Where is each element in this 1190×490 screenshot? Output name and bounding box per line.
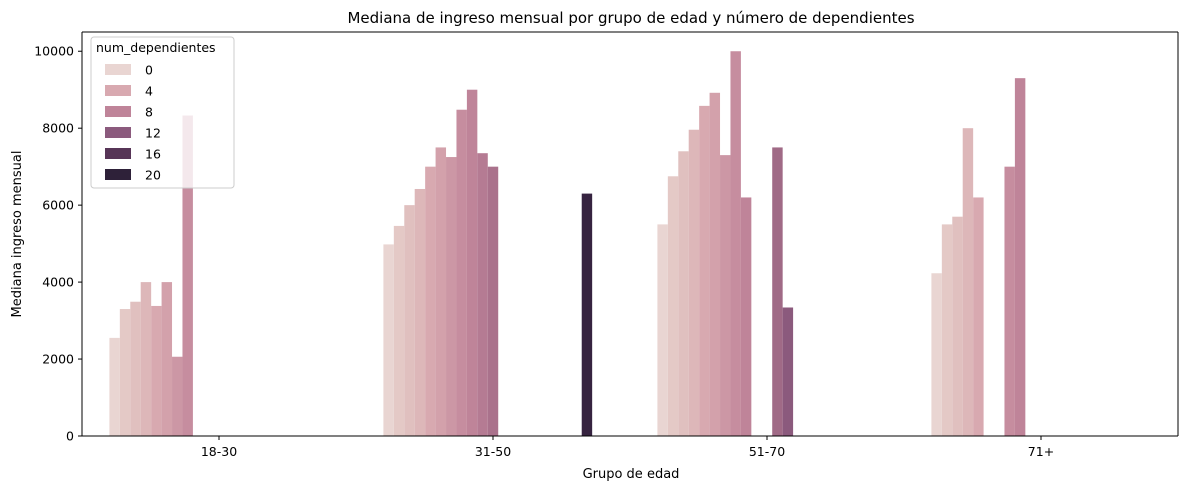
bar-51-70-dep-2 xyxy=(678,151,689,436)
bar-31-50-dep-19 xyxy=(581,193,593,436)
bar-51-70-dep-7 xyxy=(730,51,741,437)
bar-31-50-dep-9 xyxy=(477,153,488,436)
y-tick-label: 6000 xyxy=(42,198,74,213)
legend-label-12: 12 xyxy=(145,126,161,141)
bar-18-30-dep-1 xyxy=(119,309,131,436)
bar-51-70-dep-3 xyxy=(688,129,700,437)
plot-area xyxy=(82,32,1178,436)
bar-18-30-dep-3 xyxy=(140,282,152,436)
bars-layer xyxy=(109,51,1026,437)
legend-label-0: 0 xyxy=(145,63,153,78)
bar-18-30-dep-2 xyxy=(130,301,141,436)
bar-31-50-dep-0 xyxy=(383,244,394,436)
bar-18-30-dep-7 xyxy=(182,115,193,437)
bar-51-70-dep-0 xyxy=(657,224,668,436)
legend-swatch-8 xyxy=(105,106,131,117)
bar-51-70-dep-8 xyxy=(740,197,752,436)
bar-71+-dep-2 xyxy=(952,216,963,436)
legend-title: num_dependientes xyxy=(96,40,216,55)
legend: num_dependientes 0 4 8 12 16 20 xyxy=(90,36,235,189)
legend-label-4: 4 xyxy=(145,84,153,99)
bar-31-50-dep-8 xyxy=(466,89,478,437)
bar-18-30-dep-6 xyxy=(172,356,183,436)
y-axis-ticks: 0 2000 4000 6000 8000 10000 xyxy=(34,44,82,444)
legend-items: 0 4 8 12 16 20 xyxy=(105,63,161,183)
x-axis-label: Grupo de edad xyxy=(583,467,680,482)
bar-31-50-dep-6 xyxy=(446,157,457,437)
bar-18-30-dep-5 xyxy=(161,282,173,436)
y-tick-label: 4000 xyxy=(42,275,74,290)
legend-swatch-4 xyxy=(105,85,131,96)
bar-31-50-dep-4 xyxy=(425,166,436,437)
bar-31-50-dep-3 xyxy=(414,188,426,436)
x-axis-ticks: 18-30 31-50 51-70 71+ xyxy=(201,436,1054,459)
bar-71+-dep-3 xyxy=(962,128,974,436)
legend-label-16: 16 xyxy=(145,147,161,162)
bar-71+-dep-8 xyxy=(1014,78,1026,437)
bar-31-50-dep-7 xyxy=(456,109,467,436)
legend-swatch-12 xyxy=(105,127,131,138)
chart-title: Mediana de ingreso mensual por grupo de … xyxy=(347,9,914,27)
bar-71+-dep-7 xyxy=(1004,166,1015,437)
y-tick-label: 0 xyxy=(66,429,74,444)
bar-31-50-dep-2 xyxy=(404,205,415,436)
bar-18-30-dep-0 xyxy=(109,337,120,436)
x-tick-label: 31-50 xyxy=(475,444,511,459)
bar-31-50-dep-5 xyxy=(435,147,447,436)
legend-swatch-0 xyxy=(105,64,131,75)
legend-label-8: 8 xyxy=(145,105,153,120)
bar-71+-dep-0 xyxy=(931,273,942,436)
y-tick-label: 10000 xyxy=(34,44,74,59)
bar-51-70-dep-1 xyxy=(667,176,679,437)
bar-51-70-dep-12 xyxy=(782,307,794,436)
bar-51-70-dep-11 xyxy=(772,147,783,436)
bar-51-70-dep-4 xyxy=(699,105,710,437)
bar-31-50-dep-1 xyxy=(393,225,405,436)
y-axis-label: Mediana ingreso mensual xyxy=(10,151,25,318)
legend-swatch-16 xyxy=(105,148,131,159)
bar-71+-dep-4 xyxy=(973,197,984,436)
bar-71+-dep-1 xyxy=(941,224,953,436)
x-tick-label: 18-30 xyxy=(201,444,237,459)
bar-31-50-dep-10 xyxy=(487,166,499,437)
legend-label-20: 20 xyxy=(145,168,161,183)
x-tick-label: 71+ xyxy=(1028,444,1054,459)
bar-18-30-dep-4 xyxy=(151,305,162,436)
legend-swatch-20 xyxy=(105,169,131,180)
bar-51-70-dep-5 xyxy=(709,92,721,436)
x-tick-label: 51-70 xyxy=(749,444,785,459)
y-tick-label: 8000 xyxy=(42,121,74,136)
plot-frame xyxy=(81,31,1179,437)
y-tick-label: 2000 xyxy=(42,352,74,367)
bar-51-70-dep-6 xyxy=(720,155,731,436)
